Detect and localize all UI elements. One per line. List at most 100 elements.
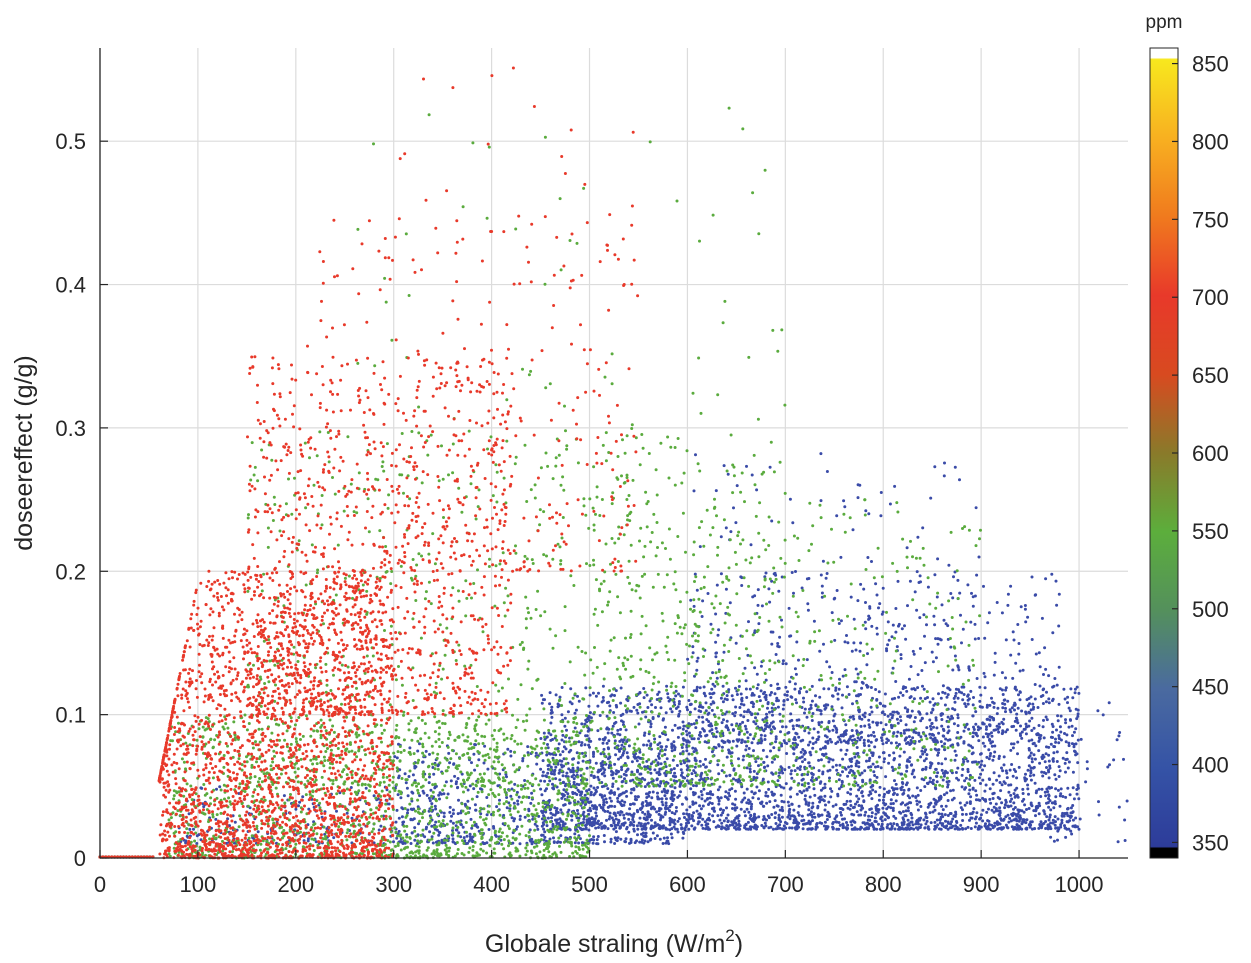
data-point [835,514,839,518]
data-point [428,775,431,779]
data-point [553,825,557,829]
data-point [1024,710,1028,714]
data-point [1033,683,1037,686]
data-point [992,705,996,709]
data-point [674,694,678,698]
data-point [632,820,636,824]
data-point [933,747,937,751]
data-point [1052,751,1056,755]
data-point [535,744,539,748]
data-point [702,692,706,695]
data-point [1000,671,1004,675]
data-point [951,596,955,600]
data-point [770,760,774,764]
data-point [929,727,933,731]
data-point [617,818,621,822]
data-point [748,687,752,691]
data-point [594,826,598,830]
data-point [836,692,840,696]
data-point [837,787,841,791]
data-point [858,786,862,789]
data-point [1030,820,1034,824]
data-point [512,801,516,805]
data-point [641,801,645,805]
data-point [867,718,871,722]
data-point [624,789,628,793]
data-point [997,730,1001,734]
data-point [799,765,802,769]
data-point [971,604,975,608]
data-point [933,573,937,577]
data-point [863,724,867,728]
data-point [1078,817,1082,821]
data-point [911,736,915,740]
data-point [482,761,486,765]
data-point [618,739,622,743]
data-point [682,724,686,728]
data-point [539,767,543,771]
data-point [485,813,489,817]
data-point [940,768,944,772]
data-point [1059,787,1063,791]
data-point [797,690,801,693]
data-point [895,645,899,649]
data-point [712,820,716,824]
data-point [940,823,944,827]
data-point [397,829,401,833]
data-point [937,761,940,765]
data-point [783,768,787,772]
data-point [717,628,721,632]
data-point [896,730,900,734]
data-point [956,731,960,734]
data-point [810,776,814,779]
data-point [906,714,910,718]
data-point [899,691,903,695]
data-point [902,729,906,733]
data-point [923,661,927,665]
data-point [733,803,737,807]
data-point [642,687,646,690]
data-point [539,737,543,740]
data-point [812,787,816,791]
data-point [863,827,866,831]
data-point [995,778,999,782]
data-point [876,765,880,768]
data-point [602,803,605,807]
data-point [584,823,588,827]
data-point [936,823,940,827]
data-point [190,798,194,802]
data-point [912,827,916,831]
data-point [996,827,1000,831]
data-point [1009,819,1013,823]
data-point [1000,801,1004,805]
data-point [977,555,981,559]
data-point [850,649,854,653]
data-point [1029,801,1033,805]
data-point [724,790,728,794]
data-point [849,792,852,796]
data-point [909,739,913,742]
data-point [763,821,767,825]
data-point [696,656,700,660]
data-point [888,827,892,831]
data-point [448,810,452,814]
data-point [541,770,545,774]
data-point [913,716,917,719]
data-point [803,751,807,755]
data-point [660,800,664,804]
data-point [518,818,522,821]
data-point [1058,794,1062,798]
data-point [967,792,971,796]
data-point [1055,728,1058,732]
data-point [457,831,461,835]
data-point [811,742,815,746]
data-point [852,641,856,645]
data-point [894,680,898,683]
data-point [771,713,774,717]
data-point [1044,700,1048,704]
data-point [692,784,695,788]
data-point [971,735,975,739]
data-point [768,465,772,469]
data-point [1028,719,1032,723]
data-point [1010,763,1014,766]
